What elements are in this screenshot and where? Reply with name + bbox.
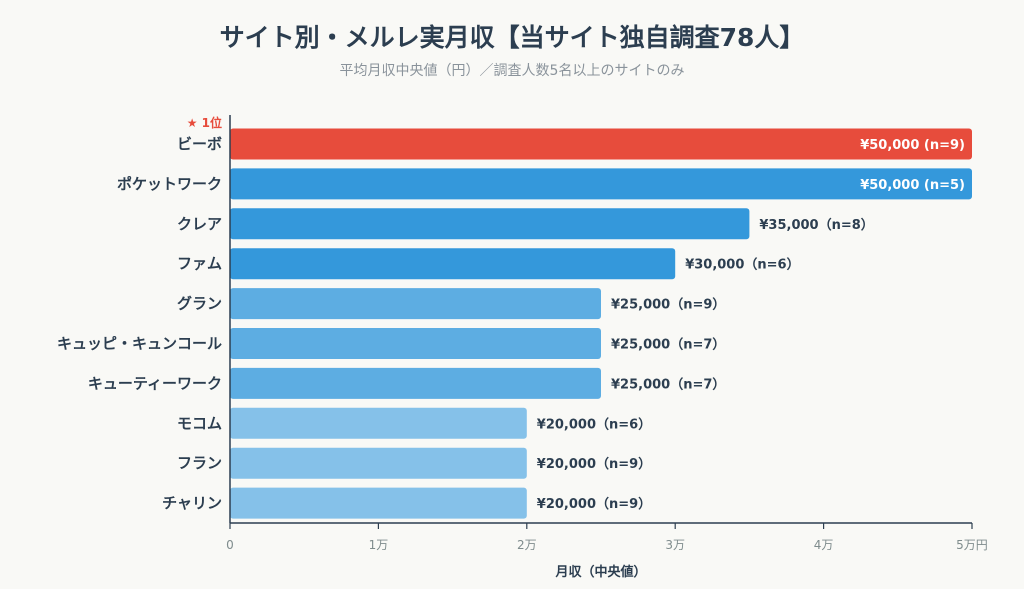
category-label: モコム bbox=[177, 414, 222, 432]
data-label: ¥20,000（n=6） bbox=[537, 416, 651, 432]
data-label: ¥50,000 (n=9) bbox=[860, 138, 965, 153]
data-label: ¥30,000（n=6） bbox=[685, 257, 799, 273]
category-label: チャリン bbox=[162, 494, 222, 512]
x-tick-label: 1万 bbox=[369, 538, 389, 552]
data-label: ¥20,000（n=9） bbox=[537, 456, 651, 472]
bar-7 bbox=[230, 367, 601, 399]
bar-6 bbox=[230, 328, 601, 359]
chart-subtitle: 平均月収中央値（円）／調査人数5名以上のサイトのみ bbox=[339, 63, 685, 79]
data-label: ¥25,000（n=7） bbox=[611, 376, 725, 392]
x-tick-label: 0 bbox=[226, 538, 234, 552]
data-label: ¥25,000（n=9） bbox=[611, 297, 725, 313]
bar-5 bbox=[230, 288, 601, 320]
category-label: ファム bbox=[177, 255, 222, 273]
bar-10 bbox=[230, 487, 527, 519]
data-label: ¥25,000（n=7） bbox=[611, 337, 725, 353]
category-label: ビーボ bbox=[177, 135, 222, 153]
bar-3 bbox=[230, 208, 750, 240]
bar-9 bbox=[230, 447, 527, 479]
category-label: グラン bbox=[177, 295, 222, 313]
bar-8 bbox=[230, 407, 527, 439]
category-label: キューティーワーク bbox=[88, 374, 222, 392]
x-tick-label: 3万 bbox=[665, 538, 685, 552]
data-label: ¥20,000（n=9） bbox=[537, 496, 651, 512]
data-label: ¥35,000（n=8） bbox=[759, 217, 873, 233]
x-tick-label: 5万円 bbox=[956, 538, 988, 552]
data-label: ¥50,000 (n=5) bbox=[860, 178, 965, 193]
bar-2 bbox=[230, 168, 972, 200]
chart-title: サイト別・メルレ実月収【当サイト独自調査78人】 bbox=[219, 23, 805, 52]
category-label: クレア bbox=[177, 215, 222, 233]
category-label: フラン bbox=[177, 454, 222, 472]
x-tick-label: 4万 bbox=[814, 538, 834, 552]
bar-4 bbox=[230, 248, 676, 280]
bar-1 bbox=[230, 128, 972, 160]
x-axis-label: 月収（中央値） bbox=[554, 564, 646, 580]
category-label: ポケットワーク bbox=[117, 175, 222, 193]
category-label: キュッピ・キュンコール bbox=[57, 335, 222, 353]
x-tick-label: 2万 bbox=[517, 538, 537, 552]
rank-badge: ★ 1位 bbox=[187, 115, 222, 130]
